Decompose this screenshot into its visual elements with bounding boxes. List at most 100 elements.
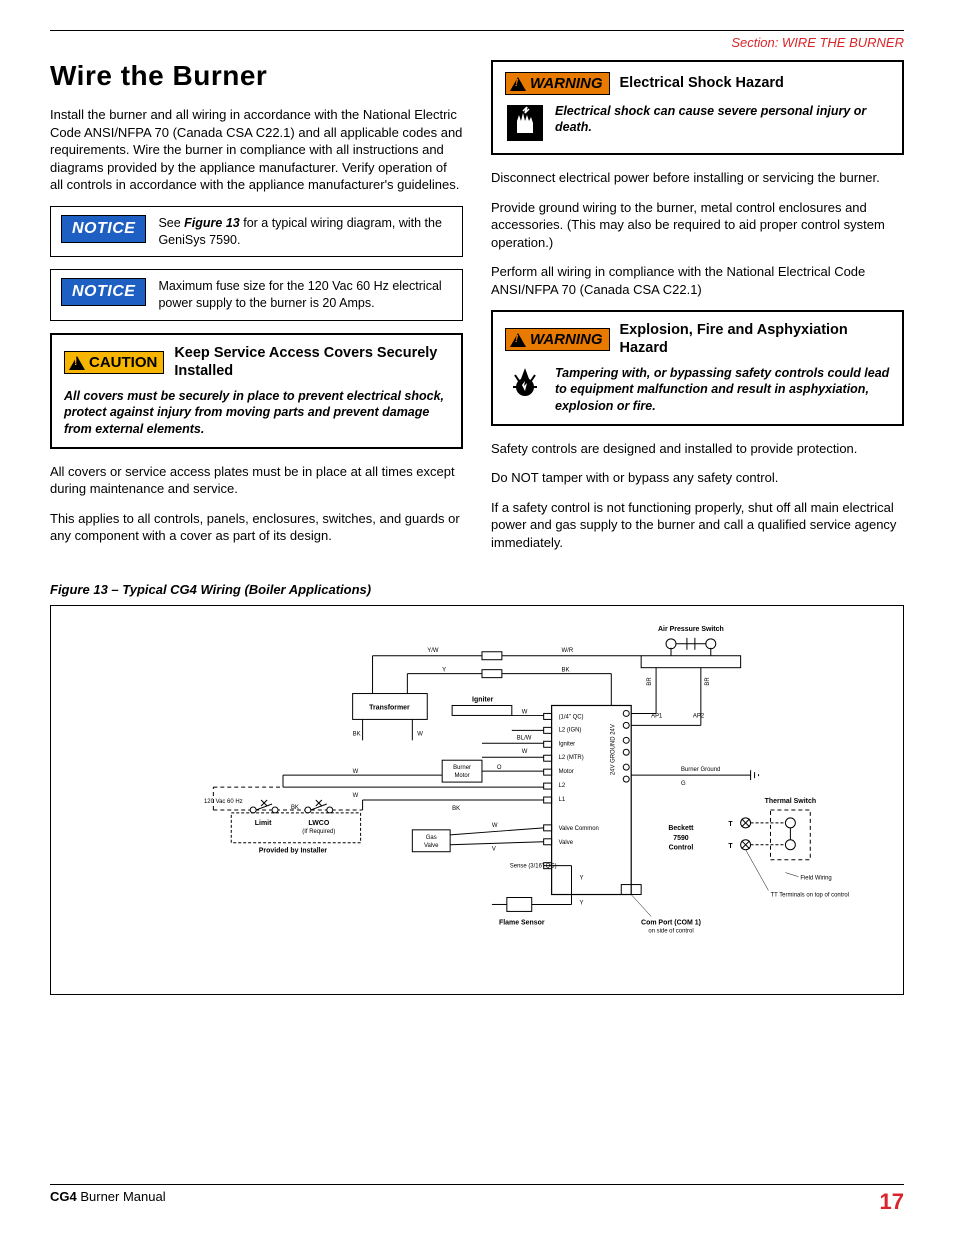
right-para-6: If a safety control is not functioning p… — [491, 499, 904, 552]
svg-text:Provided by Installer: Provided by Installer — [259, 847, 328, 854]
svg-text:L2: L2 — [559, 783, 566, 789]
svg-text:W: W — [492, 822, 498, 828]
notice-text: Maximum fuse size for the 120 Vac 60 Hz … — [158, 278, 452, 312]
svg-text:Transformer: Transformer — [369, 704, 410, 711]
right-column: WARNING Electrical Shock Hazard Electric… — [491, 60, 904, 564]
svg-text:Burner Ground: Burner Ground — [681, 767, 720, 773]
right-para-4: Safety controls are designed and install… — [491, 440, 904, 458]
figure-caption: Figure 13 – Typical CG4 Wiring (Boiler A… — [50, 582, 904, 597]
svg-text:on side of control: on side of control — [648, 928, 693, 934]
svg-text:Valve: Valve — [424, 842, 439, 848]
svg-text:T: T — [728, 820, 733, 827]
notice-box-1: NOTICE See Figure 13 for a typical wirin… — [50, 206, 463, 258]
svg-text:T: T — [728, 842, 733, 849]
svg-text:G: G — [681, 781, 686, 787]
svg-text:Igniter: Igniter — [472, 696, 494, 703]
svg-text:Motor: Motor — [454, 773, 469, 779]
svg-text:Limit: Limit — [255, 819, 272, 826]
svg-text:BL/W: BL/W — [517, 735, 532, 741]
svg-text:Valve Common: Valve Common — [559, 825, 599, 831]
svg-text:Y/W: Y/W — [427, 647, 439, 653]
svg-text:L2 (IGN): L2 (IGN) — [559, 727, 582, 733]
top-rule — [50, 30, 904, 31]
warning-head: WARNING Explosion, Fire and Asphyxiation… — [505, 322, 890, 357]
svg-text:(1/4" QC): (1/4" QC) — [559, 714, 584, 720]
right-para-1: Disconnect electrical power before insta… — [491, 169, 904, 187]
notice-box-2: NOTICE Maximum fuse size for the 120 Vac… — [50, 269, 463, 321]
svg-text:AP2: AP2 — [693, 713, 705, 719]
svg-text:Control: Control — [669, 844, 694, 851]
svg-text:Y: Y — [579, 875, 583, 881]
svg-text:V: V — [492, 846, 496, 852]
warning-triangle-icon — [69, 356, 85, 370]
svg-text:Air Pressure Switch: Air Pressure Switch — [658, 625, 724, 632]
svg-text:120 Vac 60 Hz: 120 Vac 60 Hz — [204, 799, 243, 805]
warning-body: Tampering with, or bypassing safety cont… — [555, 365, 890, 414]
svg-text:BK: BK — [452, 805, 460, 811]
page-footer: CG4 Burner Manual 17 — [50, 1184, 904, 1215]
svg-text:O: O — [497, 765, 502, 771]
svg-text:BK: BK — [291, 805, 299, 811]
svg-text:Burner: Burner — [453, 765, 471, 771]
left-column: Wire the Burner Install the burner and a… — [50, 60, 463, 564]
explosion-icon — [505, 365, 545, 405]
svg-text:Y: Y — [442, 667, 446, 673]
svg-text:BK: BK — [562, 667, 570, 673]
svg-text:W: W — [353, 769, 359, 775]
caution-title: Keep Service Access Covers Securely Inst… — [174, 345, 449, 380]
svg-text:L2 (MTR): L2 (MTR) — [559, 755, 584, 761]
caution-box: CAUTION Keep Service Access Covers Secur… — [50, 333, 463, 449]
page-number: 17 — [880, 1189, 904, 1215]
svg-text:Field Wiring: Field Wiring — [800, 875, 831, 881]
svg-text:BR: BR — [705, 676, 711, 685]
svg-text:(If Required): (If Required) — [302, 828, 335, 834]
svg-text:Y: Y — [579, 900, 583, 906]
caution-label: CAUTION — [64, 351, 164, 374]
warning-label-text: WARNING — [530, 75, 603, 92]
page-title: Wire the Burner — [50, 60, 463, 92]
shock-hand-icon — [505, 103, 545, 143]
warning-label: WARNING — [505, 328, 610, 351]
svg-text:W: W — [522, 709, 528, 715]
svg-text:Thermal Switch: Thermal Switch — [765, 798, 816, 805]
svg-text:W: W — [353, 793, 359, 799]
svg-text:Sense (3/16" QC): Sense (3/16" QC) — [510, 863, 557, 869]
notice1-pre: See — [158, 216, 184, 230]
svg-text:L1: L1 — [559, 797, 566, 803]
warning-title: Explosion, Fire and Asphyxiation Hazard — [620, 322, 891, 357]
warning-body-wrap: Electrical shock can cause severe person… — [505, 103, 890, 143]
svg-text:Beckett: Beckett — [668, 824, 694, 831]
svg-text:Igniter: Igniter — [559, 741, 576, 747]
svg-text:Gas: Gas — [426, 834, 437, 840]
notice-label: NOTICE — [61, 215, 146, 243]
warning-title: Electrical Shock Hazard — [620, 75, 784, 92]
svg-text:Motor: Motor — [559, 769, 574, 775]
warning-label-text: WARNING — [530, 331, 603, 348]
notice-label: NOTICE — [61, 278, 146, 306]
section-header: Section: WIRE THE BURNER — [50, 35, 904, 50]
left-para-1: All covers or service access plates must… — [50, 463, 463, 498]
content-columns: Wire the Burner Install the burner and a… — [50, 60, 904, 564]
left-para-2: This applies to all controls, panels, en… — [50, 510, 463, 545]
warning-body-wrap: Tampering with, or bypassing safety cont… — [505, 365, 890, 414]
svg-text:Valve: Valve — [559, 839, 574, 845]
svg-text:W: W — [417, 731, 423, 737]
svg-text:Flame Sensor: Flame Sensor — [499, 919, 545, 926]
notice-text: See Figure 13 for a typical wiring diagr… — [158, 215, 452, 249]
svg-text:7590: 7590 — [673, 834, 689, 841]
right-para-3: Perform all wiring in compliance with th… — [491, 263, 904, 298]
footer-title: Burner Manual — [77, 1189, 166, 1204]
svg-text:LWCO: LWCO — [308, 819, 329, 826]
svg-text:24V GROUND 24V: 24V GROUND 24V — [610, 724, 616, 775]
notice1-bold: Figure 13 — [184, 216, 240, 230]
warning-box-shock: WARNING Electrical Shock Hazard Electric… — [491, 60, 904, 155]
warning-body: Electrical shock can cause severe person… — [555, 103, 890, 136]
warning-triangle-icon — [510, 333, 526, 347]
intro-paragraph: Install the burner and all wiring in acc… — [50, 106, 463, 194]
wiring-diagram: (1/4" QC) L2 (IGN) Igniter L2 (MTR) Moto… — [50, 605, 904, 995]
svg-text:Com Port (COM 1): Com Port (COM 1) — [641, 919, 701, 926]
svg-text:W: W — [522, 749, 528, 755]
warning-triangle-icon — [510, 77, 526, 91]
caution-head: CAUTION Keep Service Access Covers Secur… — [64, 345, 449, 380]
right-para-5: Do NOT tamper with or bypass any safety … — [491, 469, 904, 487]
